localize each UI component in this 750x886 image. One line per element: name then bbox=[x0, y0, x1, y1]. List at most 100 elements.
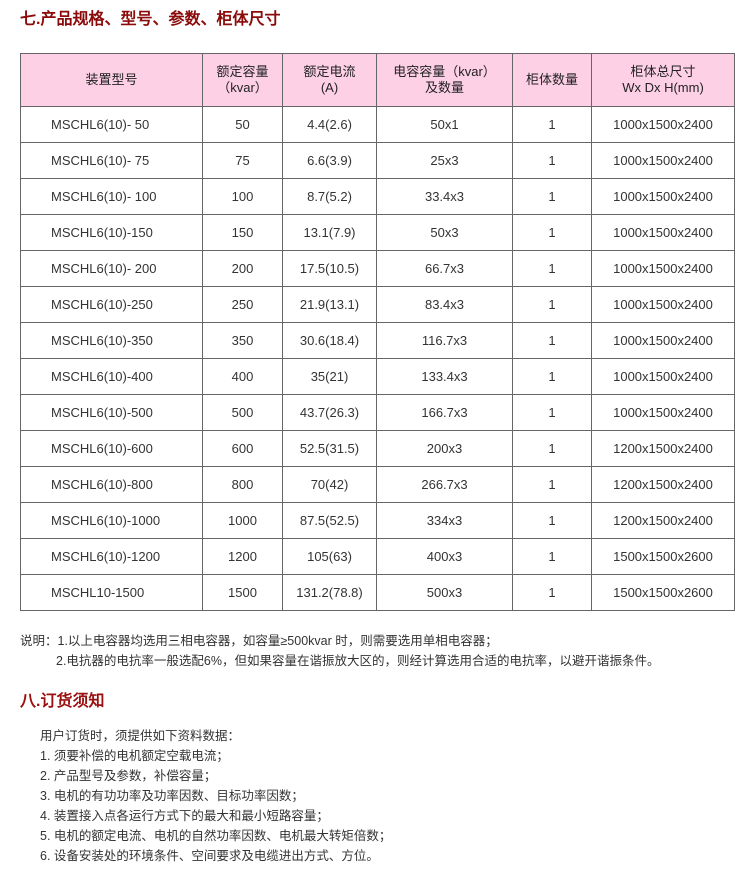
table-header-row: 装置型号 额定容量 （kvar） 额定电流 (A) 电容容量（kvar） 及数量 柜体数量 柜体… bbox=[20, 53, 735, 107]
table-cell: 200x3 bbox=[376, 430, 513, 467]
table-cell: 1000x1500x2400 bbox=[591, 250, 735, 287]
table-row: MSCHL6(10)- 100 100 8.7(5.2) 33.4x3 1 1000x15… bbox=[20, 178, 735, 215]
table-cell: 1 bbox=[512, 250, 592, 287]
column-header-line: (A) bbox=[320, 80, 339, 95]
table-row: MSCHL6(10)-350 350 30.6(18.4) 116.7x3 1 1000x… bbox=[20, 322, 735, 359]
table-cell: MSCHL6(10)-150 bbox=[20, 214, 203, 251]
page-content: 七.产品规格、型号、参数、柜体尺寸 装置型号 额定容量 （kvar） 额定电流 (A) 电… bbox=[20, 11, 735, 863]
table-cell: 33.4x3 bbox=[376, 178, 513, 215]
table-cell: 35(21) bbox=[282, 358, 377, 395]
column-header-line: 额定容量 bbox=[216, 64, 269, 79]
table-row: MSCHL6(10)- 200 200 17.5(10.5) 66.7x3 1 1000x… bbox=[20, 250, 735, 287]
table-cell: 1 bbox=[512, 286, 592, 323]
table-cell: 1000x1500x2400 bbox=[591, 214, 735, 251]
table-cell: MSCHL6(10)-500 bbox=[20, 394, 203, 431]
table-cell: 800 bbox=[202, 466, 283, 503]
table-cell: 1 bbox=[512, 322, 592, 359]
table-row: MSCHL6(10)- 75 75 6.6(3.9) 25x3 1 1000x1500x2… bbox=[20, 142, 735, 179]
table-row: MSCHL6(10)-500 500 43.7(26.3) 166.7x3 1 1000x… bbox=[20, 394, 735, 431]
table-cell: 105(63) bbox=[282, 538, 377, 575]
table-cell: MSCHL6(10)-400 bbox=[20, 358, 203, 395]
table-cell: 50x3 bbox=[376, 214, 513, 251]
column-header-line: 柜体总尺寸 bbox=[630, 64, 696, 79]
column-header-line: 柜体数量 bbox=[525, 72, 578, 87]
table-cell: 8.7(5.2) bbox=[282, 178, 377, 215]
table-row: MSCHL10-1500 1500 131.2(78.8) 500x3 1 1500x15… bbox=[20, 574, 735, 611]
table-cell: 400x3 bbox=[376, 538, 513, 575]
table-cell: 1000x1500x2400 bbox=[591, 322, 735, 359]
table-cell: 66.7x3 bbox=[376, 250, 513, 287]
section-8-title: 八.订货须知 bbox=[20, 693, 105, 710]
table-row: MSCHL6(10)-250 250 21.9(13.1) 83.4x3 1 1000x1… bbox=[20, 286, 735, 323]
table-cell: 1200x1500x2400 bbox=[591, 466, 735, 503]
table-cell: 25x3 bbox=[376, 142, 513, 179]
table-cell: 150 bbox=[202, 214, 283, 251]
table-row: MSCHL6(10)-150 150 13.1(7.9) 50x3 1 1000x1500… bbox=[20, 214, 735, 251]
table-cell: 116.7x3 bbox=[376, 322, 513, 359]
table-cell: 6.6(3.9) bbox=[282, 142, 377, 179]
order-item: 1. 须要补偿的电机额定空载电流； bbox=[40, 749, 229, 763]
order-item: 3. 电机的有功功率及功率因数、目标功率因数； bbox=[40, 789, 304, 803]
table-cell: MSCHL10-1500 bbox=[20, 574, 203, 611]
table-cell: 266.7x3 bbox=[376, 466, 513, 503]
table-cell: 1 bbox=[512, 466, 592, 503]
column-header-line: 及数量 bbox=[424, 80, 464, 95]
column-header-line: 额定电流 bbox=[303, 64, 356, 79]
section-7-title: 七.产品规格、型号、参数、柜体尺寸 bbox=[20, 11, 281, 28]
table-cell: 1000x1500x2400 bbox=[591, 142, 735, 179]
table-cell: 1200 bbox=[202, 538, 283, 575]
column-header: 额定容量 （kvar） bbox=[202, 53, 283, 107]
table-cell: 1 bbox=[512, 214, 592, 251]
notes: 说明：1.以上电容器均选用三相电容器，如容量≥500kvar 时，则需要选用单相… bbox=[20, 631, 734, 671]
table-row: MSCHL6(10)-1200 1200 105(63) 400x3 1 1500x150… bbox=[20, 538, 735, 575]
table-cell: MSCHL6(10)-800 bbox=[20, 466, 203, 503]
table-cell: 1000x1500x2400 bbox=[591, 178, 735, 215]
table-cell: MSCHL6(10)-1200 bbox=[20, 538, 203, 575]
table-cell: 166.7x3 bbox=[376, 394, 513, 431]
table-cell: 1 bbox=[512, 538, 592, 575]
table-cell: 1 bbox=[512, 394, 592, 431]
table-cell: MSCHL6(10)- 200 bbox=[20, 250, 203, 287]
table-cell: 1 bbox=[512, 502, 592, 539]
table-cell: 1 bbox=[512, 430, 592, 467]
table-cell: 1500x1500x2600 bbox=[591, 574, 735, 611]
table-cell: 1200x1500x2400 bbox=[591, 430, 735, 467]
column-header: 额定电流 (A) bbox=[282, 53, 377, 107]
table-cell: 100 bbox=[202, 178, 283, 215]
table-cell: 87.5(52.5) bbox=[282, 502, 377, 539]
column-header-line: Wx Dx H(mm) bbox=[622, 80, 704, 95]
table-cell: 30.6(18.4) bbox=[282, 322, 377, 359]
table-cell: 1000x1500x2400 bbox=[591, 358, 735, 395]
column-header-line: 装置型号 bbox=[85, 72, 138, 87]
order-item: 2. 产品型号及参数，补偿容量； bbox=[40, 769, 217, 783]
table-cell: MSCHL6(10)-250 bbox=[20, 286, 203, 323]
spec-table: 装置型号 额定容量 （kvar） 额定电流 (A) 电容容量（kvar） 及数量 柜体数量 柜体… bbox=[20, 53, 735, 611]
table-cell: 1200x1500x2400 bbox=[591, 502, 735, 539]
table-cell: MSCHL6(10)- 50 bbox=[20, 106, 203, 143]
table-cell: 21.9(13.1) bbox=[282, 286, 377, 323]
table-cell: 4.4(2.6) bbox=[282, 106, 377, 143]
table-cell: MSCHL6(10)-600 bbox=[20, 430, 203, 467]
table-cell: 334x3 bbox=[376, 502, 513, 539]
table-cell: 50 bbox=[202, 106, 283, 143]
table-cell: 70(42) bbox=[282, 466, 377, 503]
table-cell: 500 bbox=[202, 394, 283, 431]
note-1: 说明：1.以上电容器均选用三相电容器，如容量≥500kvar 时，则需要选用单相… bbox=[20, 634, 498, 648]
table-cell: 500x3 bbox=[376, 574, 513, 611]
column-header: 柜体数量 bbox=[512, 53, 592, 107]
table-cell: 1000x1500x2400 bbox=[591, 394, 735, 431]
table-cell: 17.5(10.5) bbox=[282, 250, 377, 287]
table-cell: 83.4x3 bbox=[376, 286, 513, 323]
column-header-line: 电容容量（kvar） bbox=[393, 64, 496, 79]
table-cell: 52.5(31.5) bbox=[282, 430, 377, 467]
table-cell: 13.1(7.9) bbox=[282, 214, 377, 251]
table-cell: 1000x1500x2400 bbox=[591, 286, 735, 323]
note-2: 2.电抗器的电抗率一般选配6%，但如果容量在谐振放大区的，则经计算选用合适的电抗… bbox=[56, 654, 660, 668]
table-cell: 1500x1500x2600 bbox=[591, 538, 735, 575]
table-cell: 1 bbox=[512, 106, 592, 143]
column-header: 电容容量（kvar） 及数量 bbox=[376, 53, 513, 107]
table-row: MSCHL6(10)-1000 1000 87.5(52.5) 334x3 1 1200x… bbox=[20, 502, 735, 539]
table-cell: 1 bbox=[512, 178, 592, 215]
table-cell: 75 bbox=[202, 142, 283, 179]
table-row: MSCHL6(10)-400 400 35(21) 133.4x3 1 1000x1500… bbox=[20, 358, 735, 395]
